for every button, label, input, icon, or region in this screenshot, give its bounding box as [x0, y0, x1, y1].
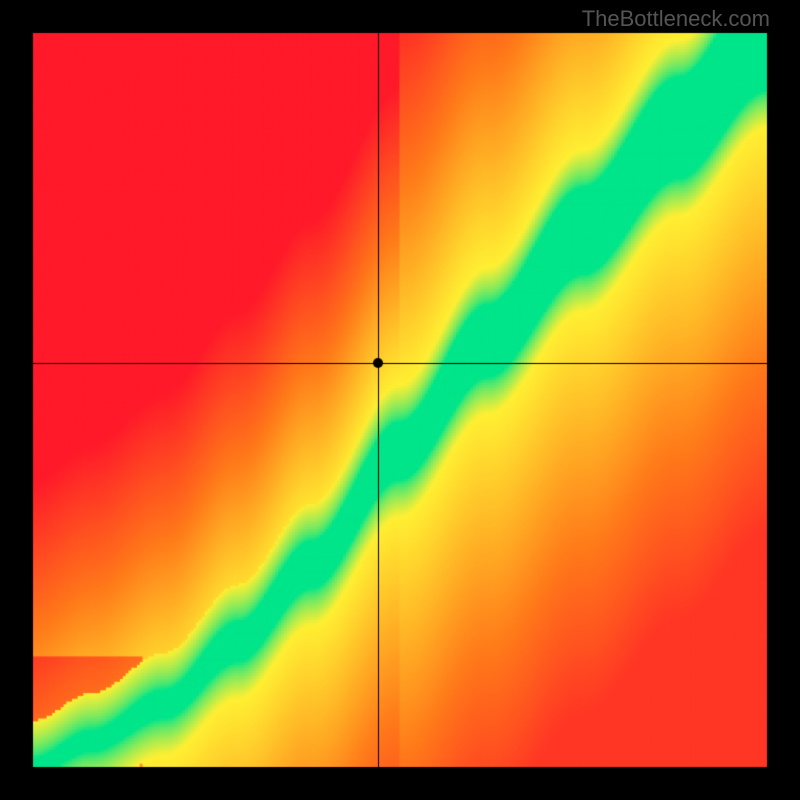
chart-container: { "watermark": "TheBottleneck.com", "can… [0, 0, 800, 800]
bottleneck-heatmap [0, 0, 800, 800]
watermark-text: TheBottleneck.com [582, 6, 770, 32]
